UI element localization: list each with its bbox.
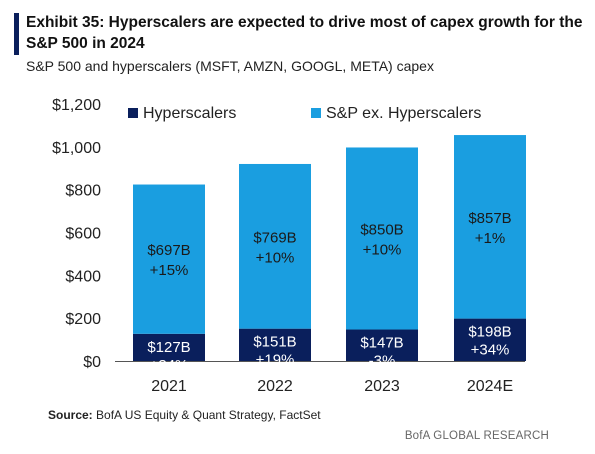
source-label: Source: xyxy=(48,408,93,422)
growth-label-hyperscalers: +19% xyxy=(256,352,295,369)
bar-hyperscalers xyxy=(239,328,311,361)
growth-label-sp-ex: +10% xyxy=(256,249,295,266)
growth-label-hyperscalers: +34% xyxy=(150,357,189,374)
y-tick-label: $1,200 xyxy=(52,97,101,114)
bar-hyperscalers xyxy=(133,333,205,361)
growth-label-hyperscalers: +34% xyxy=(471,342,510,359)
legend-swatch-sp-ex xyxy=(311,108,321,118)
data-label-hyperscalers: $147B xyxy=(360,335,403,352)
brand-label: BofA GLOBAL RESEARCH xyxy=(404,430,549,442)
bar-sp-ex-hyperscalers xyxy=(346,147,418,330)
growth-label-hyperscalers: -3% xyxy=(369,353,396,370)
legend-label-sp-ex: S&P ex. Hyperscalers xyxy=(326,105,481,122)
source-text: BofA US Equity & Quant Strategy, FactSet xyxy=(96,408,321,422)
title-accent-bar xyxy=(14,13,19,55)
growth-label-sp-ex: +1% xyxy=(475,230,505,247)
bar-sp-ex-hyperscalers xyxy=(239,163,311,329)
source-note: Source: BofA US Equity & Quant Strategy,… xyxy=(48,408,321,422)
chart-subtitle: S&P 500 and hyperscalers (MSFT, AMZN, GO… xyxy=(26,58,434,74)
y-tick-label: $400 xyxy=(65,268,101,285)
data-label-hyperscalers: $151B xyxy=(253,334,296,351)
bar-hyperscalers xyxy=(454,318,526,361)
growth-label-sp-ex: +10% xyxy=(363,241,402,258)
data-label-hyperscalers: $198B xyxy=(468,324,511,341)
x-tick-label: 2021 xyxy=(151,378,187,395)
x-tick-label: 2024E xyxy=(467,378,513,395)
bar-hyperscalers xyxy=(346,329,418,361)
y-tick-label: $200 xyxy=(65,311,101,328)
growth-label-sp-ex: +15% xyxy=(150,262,189,279)
y-tick-label: $800 xyxy=(65,183,101,200)
y-tick-label: $1,000 xyxy=(52,140,101,157)
y-tick-label: $600 xyxy=(65,226,101,243)
x-tick-label: 2022 xyxy=(257,378,293,395)
x-tick-label: 2023 xyxy=(364,378,400,395)
chart-title: Exhibit 35: Hyperscalers are expected to… xyxy=(26,14,583,52)
data-label-sp-ex: $769B xyxy=(253,229,296,246)
y-tick-label: $0 xyxy=(83,354,101,371)
data-label-sp-ex: $850B xyxy=(360,221,403,238)
bar-sp-ex-hyperscalers xyxy=(133,184,205,334)
data-label-sp-ex: $697B xyxy=(147,242,190,259)
data-label-hyperscalers: $127B xyxy=(147,339,190,356)
legend-swatch-hyperscalers xyxy=(128,108,138,118)
bar-sp-ex-hyperscalers xyxy=(454,135,526,319)
legend-label-hyperscalers: Hyperscalers xyxy=(143,105,236,122)
data-label-sp-ex: $857B xyxy=(468,210,511,227)
